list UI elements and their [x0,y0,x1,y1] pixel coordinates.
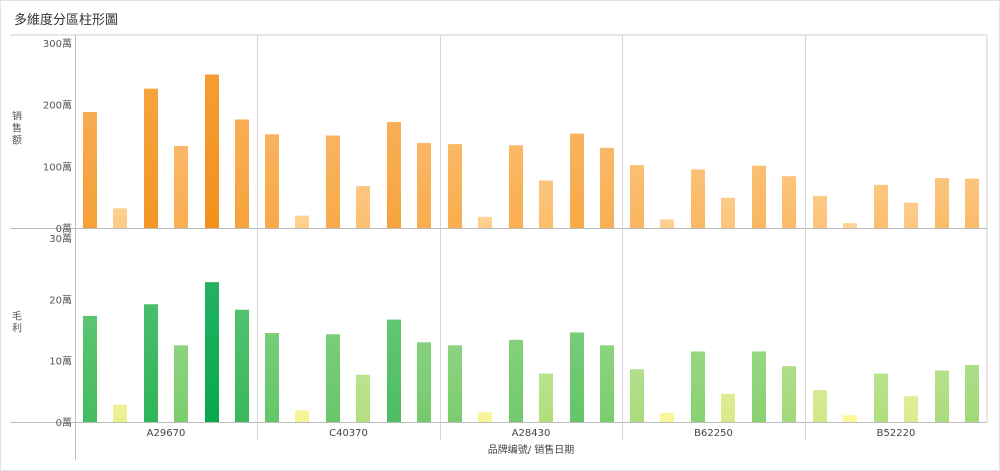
x-axis-title: 品牌编號/ 销售日期 [488,443,575,456]
bar-profit [83,315,97,422]
x-category-label: A28430 [512,428,551,439]
bar-profit [235,309,249,422]
y-tick-label-profit: 10萬 [49,355,72,368]
bar-sales [509,145,523,228]
bar-sales [113,208,127,228]
bar-profit [630,369,644,422]
bar-sales [326,135,340,228]
bar-sales [387,121,401,228]
bar-profit [295,410,309,422]
x-category-label: B62250 [694,428,733,439]
y-tick-label-sales: 300萬 [43,37,72,50]
y-tick-label-sales: 100萬 [43,160,72,173]
bar-profit [113,404,127,422]
bar-profit [144,304,158,422]
bar-profit [660,412,674,422]
bar-profit [326,334,340,422]
bar-profit [782,366,796,422]
bar-profit [935,370,949,422]
bar-profit [174,345,188,422]
y-tick-label-profit: 20萬 [49,293,72,306]
bar-profit [265,333,279,422]
bar-sales [570,133,584,228]
bar-sales [205,74,219,228]
x-category-label: A29670 [147,428,186,439]
bar-sales [174,145,188,228]
bar-sales [813,195,827,228]
bar-sales [935,178,949,228]
bar-profit [721,393,735,422]
bar-sales [752,165,766,228]
bar-sales [295,215,309,228]
bar-profit [691,351,705,422]
bar-profit [904,396,918,422]
bar-sales [874,184,888,228]
bar-profit [448,345,462,422]
bar-profit [600,345,614,422]
bar-sales [904,202,918,228]
bar-sales [265,134,279,228]
bar-profit [509,339,523,422]
bar-profit [843,415,857,422]
bar-sales [539,180,553,228]
x-category-label: B52220 [877,428,916,439]
bar-profit [387,319,401,422]
bar-profit [813,390,827,422]
bar-sales [965,178,979,228]
bar-profit [874,373,888,422]
bar-profit [478,412,492,422]
y-axis-title-profit: 毛利 [12,311,22,335]
y-tick-label-profit: 0萬 [56,416,72,429]
bar-profit [752,351,766,422]
bar-sales [721,197,735,228]
bar-sales [691,169,705,228]
bar-profit [539,373,553,422]
bar-sales [478,216,492,228]
y-tick-label-sales: 200萬 [43,99,72,112]
bar-sales [83,112,97,228]
bar-sales [600,147,614,228]
bar-sales [660,219,674,228]
bar-sales [144,88,158,228]
y-tick-label-profit: 30萬 [49,232,72,245]
bar-sales [417,142,431,228]
bar-sales [235,119,249,228]
y-tick-label-sales: 0萬 [56,222,72,235]
x-category-label: C40370 [329,428,368,439]
bar-profit [570,332,584,422]
bar-sales [782,176,796,228]
y-axis-title-sales: 销售额 [12,110,22,147]
bar-profit [417,342,431,422]
bar-profit [965,364,979,422]
bar-profit [356,374,370,422]
chart-title: 多維度分區柱形圖 [14,13,119,28]
bar-sales [356,186,370,228]
bar-sales [448,144,462,228]
bar-sales [630,165,644,228]
bar-sales [843,223,857,228]
bar-profit [205,282,219,422]
